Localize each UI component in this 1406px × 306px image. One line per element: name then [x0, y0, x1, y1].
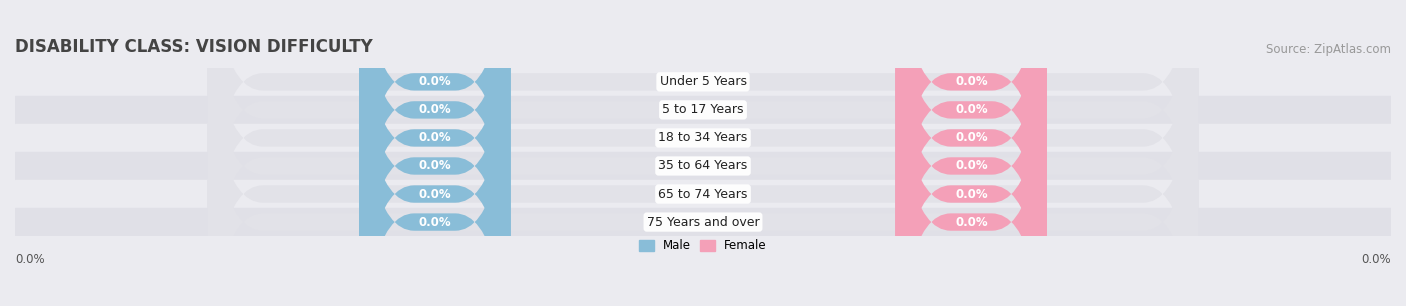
FancyBboxPatch shape	[896, 0, 1047, 306]
Text: 0.0%: 0.0%	[955, 103, 987, 116]
FancyBboxPatch shape	[896, 0, 1047, 297]
FancyBboxPatch shape	[896, 0, 1047, 306]
FancyBboxPatch shape	[896, 6, 1047, 306]
Text: 0.0%: 0.0%	[419, 75, 451, 88]
FancyBboxPatch shape	[208, 0, 1198, 306]
FancyBboxPatch shape	[208, 0, 1198, 306]
Text: 0.0%: 0.0%	[1361, 253, 1391, 266]
FancyBboxPatch shape	[208, 0, 1198, 297]
Text: 0.0%: 0.0%	[955, 132, 987, 144]
Bar	[15, 152, 1391, 180]
Text: Under 5 Years: Under 5 Years	[659, 75, 747, 88]
Text: Source: ZipAtlas.com: Source: ZipAtlas.com	[1265, 43, 1391, 56]
FancyBboxPatch shape	[208, 6, 1198, 306]
Text: 0.0%: 0.0%	[955, 75, 987, 88]
Text: 0.0%: 0.0%	[419, 132, 451, 144]
Bar	[15, 68, 1391, 96]
FancyBboxPatch shape	[359, 0, 510, 306]
Bar	[15, 208, 1391, 236]
Text: 0.0%: 0.0%	[955, 188, 987, 200]
Text: 75 Years and over: 75 Years and over	[647, 215, 759, 229]
Text: 0.0%: 0.0%	[419, 188, 451, 200]
Text: 0.0%: 0.0%	[419, 103, 451, 116]
FancyBboxPatch shape	[359, 0, 510, 306]
Text: 18 to 34 Years: 18 to 34 Years	[658, 132, 748, 144]
Bar	[15, 124, 1391, 152]
Text: 5 to 17 Years: 5 to 17 Years	[662, 103, 744, 116]
Text: 65 to 74 Years: 65 to 74 Years	[658, 188, 748, 200]
Bar	[15, 180, 1391, 208]
Text: 0.0%: 0.0%	[955, 159, 987, 173]
Text: 0.0%: 0.0%	[15, 253, 45, 266]
Legend: Male, Female: Male, Female	[634, 235, 772, 257]
Text: 35 to 64 Years: 35 to 64 Years	[658, 159, 748, 173]
FancyBboxPatch shape	[208, 0, 1198, 306]
FancyBboxPatch shape	[359, 0, 510, 297]
FancyBboxPatch shape	[208, 0, 1198, 306]
Text: 0.0%: 0.0%	[955, 215, 987, 229]
Text: DISABILITY CLASS: VISION DIFFICULTY: DISABILITY CLASS: VISION DIFFICULTY	[15, 38, 373, 56]
FancyBboxPatch shape	[359, 6, 510, 306]
FancyBboxPatch shape	[896, 0, 1047, 306]
Text: 0.0%: 0.0%	[419, 215, 451, 229]
Text: 0.0%: 0.0%	[419, 159, 451, 173]
FancyBboxPatch shape	[359, 0, 510, 306]
FancyBboxPatch shape	[359, 0, 510, 306]
FancyBboxPatch shape	[896, 0, 1047, 306]
Bar	[15, 96, 1391, 124]
